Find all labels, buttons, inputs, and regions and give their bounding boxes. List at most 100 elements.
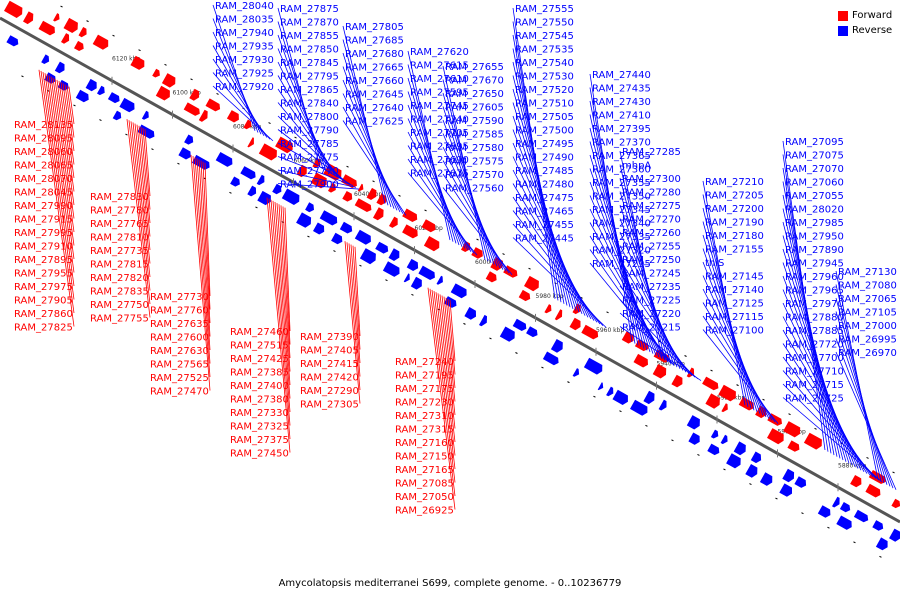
gene-glyph — [243, 119, 252, 130]
gene-glyph — [872, 520, 884, 531]
gene-label: RAM_27190 — [705, 218, 764, 229]
gene-glyph — [107, 92, 120, 104]
gene-label: RAM_27745 — [410, 101, 469, 112]
gene-glyph — [373, 207, 384, 221]
gene-glyph — [341, 174, 357, 189]
gene-glyph — [357, 183, 364, 192]
gene-glyph — [130, 55, 145, 70]
gene-tick — [801, 512, 804, 515]
scale-label: 5880 kbp — [838, 462, 866, 469]
gene-tick — [177, 162, 180, 165]
gene-glyph — [794, 476, 807, 488]
gene-leader-line — [277, 169, 357, 188]
gene-glyph — [750, 451, 762, 464]
gene-glyph — [240, 166, 256, 180]
gene-label: RAM_27285 — [622, 147, 681, 158]
gene-glyph — [354, 229, 371, 245]
gene-leader-line — [198, 159, 211, 337]
gene-glyph — [630, 399, 648, 416]
gene-label: RAM_27225 — [622, 296, 681, 307]
gene-tick — [515, 352, 518, 354]
gene-tick — [671, 439, 674, 442]
gene-label: RAM_27890 — [785, 245, 844, 256]
gene-label: RAM_27130 — [838, 267, 897, 278]
gene-leader-line — [782, 221, 844, 461]
gene-label: RAM_27395 — [592, 124, 651, 135]
gene-label: RAM_27845 — [280, 58, 339, 69]
gene-label: RAM_27065 — [838, 294, 897, 305]
gene-label: RAM_27630 — [150, 346, 209, 357]
gene-label: RAM_27210 — [705, 177, 764, 188]
gene-leader-line — [196, 158, 211, 351]
gene-label: RAM_27500 — [515, 126, 574, 137]
gene-label: RAM_27600 — [150, 333, 209, 344]
gene-label: RAM_27700 — [785, 353, 844, 364]
gene-label: RAM_27695 — [410, 142, 469, 153]
gene-leader-line — [270, 199, 291, 426]
gene-label: RAM_27720 — [785, 340, 844, 351]
gene-label: RAM_27375 — [230, 435, 289, 446]
gene-leader-line — [58, 80, 75, 192]
gene-label: RAM_27765 — [90, 219, 149, 230]
gene-glyph — [152, 68, 160, 78]
gene-leader-line — [48, 75, 75, 260]
legend-swatch-reverse — [838, 25, 848, 36]
gene-tick — [762, 398, 765, 401]
gene-leader-line — [66, 85, 75, 138]
gene-tick — [99, 119, 102, 121]
gene-label: RAM_27060 — [785, 178, 844, 189]
gene-label: RAM_27810 — [90, 233, 149, 244]
gene-tick — [333, 250, 336, 253]
gene-label: RAM_27650 — [445, 89, 504, 100]
gene-glyph — [402, 208, 418, 222]
gene-label: RAM_27535 — [515, 45, 574, 56]
gene-glyph — [652, 364, 667, 379]
gene-glyph — [258, 143, 277, 161]
gene-tick — [411, 293, 414, 296]
gene-glyph — [342, 191, 353, 202]
gene-label: RAM_27335 — [592, 232, 651, 243]
gene-glyph — [787, 440, 800, 452]
gene-leader-line — [42, 72, 75, 300]
gene-glyph — [544, 304, 552, 314]
gene-tick — [385, 279, 388, 282]
gene-glyph — [155, 85, 170, 101]
gene-leader-line — [40, 70, 75, 314]
gene-tick — [658, 340, 661, 343]
gene-glyph — [554, 309, 563, 321]
gene-tick — [463, 322, 466, 325]
gene-glyph — [702, 376, 719, 391]
gene-label: RAM_27835 — [90, 287, 149, 298]
gene-glyph — [421, 219, 436, 233]
gene-leader-line — [589, 141, 648, 351]
gene-leader-line — [44, 73, 75, 287]
gene-label: RAM_27370 — [592, 138, 651, 149]
gene-tick — [593, 395, 596, 398]
gene-leader-line — [782, 208, 841, 459]
gene-label: RAM_27875 — [280, 4, 339, 15]
gene-leader-line — [782, 397, 883, 483]
gene-leader-line — [274, 201, 291, 399]
gene-leader-line — [512, 75, 571, 308]
gene-label: RAM_27735 — [90, 246, 149, 257]
gene-leader-line — [56, 79, 75, 206]
gene-label: RAM_27730 — [150, 292, 209, 303]
gene-label: RAM_27270 — [622, 215, 681, 226]
gene-glyph — [526, 326, 538, 338]
gene-leader-line — [835, 324, 891, 487]
gene-tick — [866, 456, 869, 459]
gene-glyph — [389, 216, 398, 228]
gene-glyph — [671, 374, 683, 388]
gene-label: RAM_27665 — [345, 63, 404, 74]
gene-label: RAM_27115 — [705, 312, 764, 323]
gene-leader-line — [46, 74, 75, 273]
gene-label: RAM_27615 — [410, 61, 469, 72]
gene-label: RAM_27660 — [345, 76, 404, 87]
gene-leader-line — [266, 197, 291, 453]
gene-tick — [112, 34, 115, 37]
gene-leader-line — [437, 293, 456, 443]
gene-leader-line — [132, 122, 151, 278]
genome-caption: Amycolatopsis mediterranei S699, complet… — [278, 578, 622, 589]
gene-label: RAM_27605 — [445, 103, 504, 114]
gene-label: RAM_27470 — [150, 387, 209, 398]
